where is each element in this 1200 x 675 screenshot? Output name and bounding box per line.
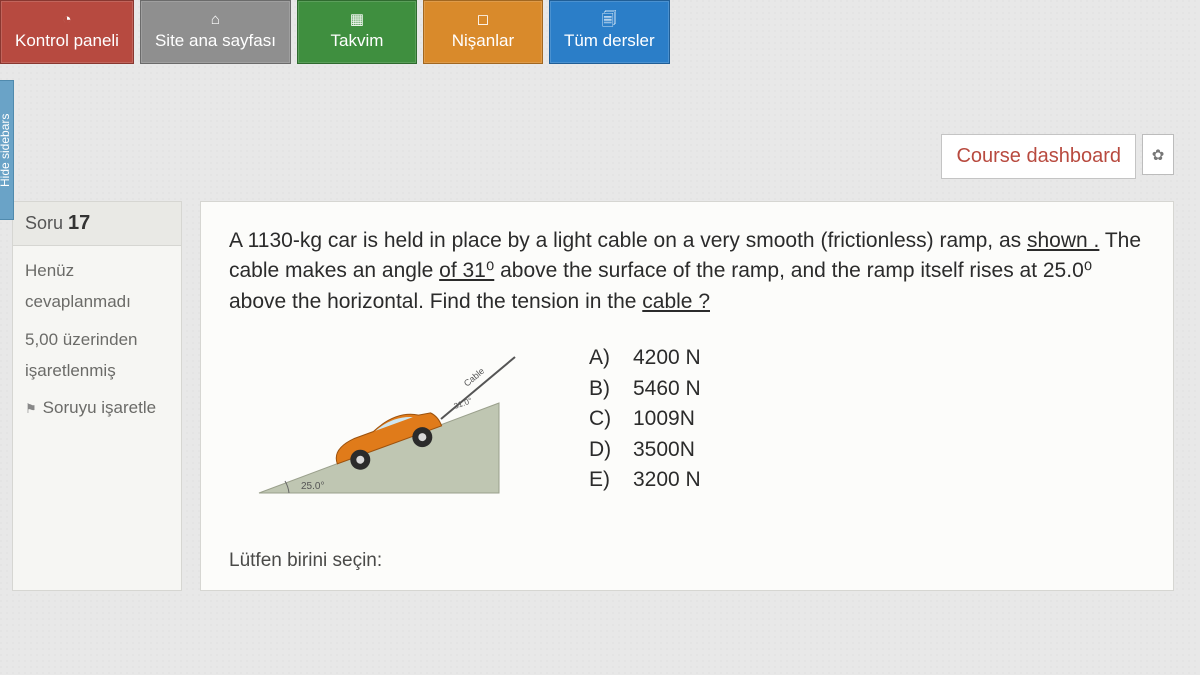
flag-question-link[interactable]: Soruyu işaretle (13, 392, 181, 432)
status-line-1: Henüz (25, 256, 169, 287)
option-d-val: 3500N (633, 435, 695, 465)
ramp-angle-label: 25.0° (301, 481, 324, 492)
question-label: Soru (25, 213, 63, 233)
hide-sidebars-tab[interactable]: Hide sidebars (0, 80, 14, 220)
qtext-cable: cable ? (642, 290, 710, 313)
top-nav: ◔ Kontrol paneli ⌂ Site ana sayfası ▦ Takvi… (0, 0, 1200, 64)
option-b[interactable]: B) 5460 N (589, 374, 701, 404)
nav-label: Kontrol paneli (15, 31, 119, 51)
ramp-diagram: 25.0° C (229, 343, 529, 503)
nav-home[interactable]: ⌂ Site ana sayfası (140, 0, 291, 64)
option-d[interactable]: D) 3500N (589, 435, 701, 465)
option-a-val: 4200 N (633, 343, 701, 373)
nav-dashboard[interactable]: ◔ Kontrol paneli (0, 0, 134, 64)
nav-calendar[interactable]: ▦ Takvim (297, 0, 417, 64)
nav-label: Nişanlar (452, 31, 514, 51)
nav-label: Site ana sayfası (155, 31, 276, 51)
course-dashboard-label: Course dashboard (956, 145, 1121, 168)
option-e-key: E) (589, 465, 615, 495)
nav-icon: ◻ (477, 11, 489, 29)
nav-all-courses[interactable]: 🗐 Tüm dersler (549, 0, 670, 64)
cable-angle-label: 31.0° (453, 396, 474, 411)
option-b-val: 5460 N (633, 374, 701, 404)
option-c-key: C) (589, 404, 615, 434)
status-line-2: cevaplanmadı (25, 287, 169, 318)
marks-line-1: 5,00 üzerinden (25, 325, 169, 356)
qtext-of31: of 31⁰ (439, 259, 494, 282)
option-c[interactable]: C) 1009N (589, 404, 701, 434)
option-e-val: 3200 N (633, 465, 701, 495)
question-number-value: 17 (68, 212, 90, 234)
qtext-part1: A 1130-kg car is held in place by a ligh… (229, 229, 1027, 252)
nav-icon: 🗐 (602, 11, 617, 29)
option-a-key: A) (589, 343, 615, 373)
qtext-shown: shown . (1027, 229, 1099, 252)
course-dashboard-button[interactable]: Course dashboard (941, 134, 1136, 179)
option-b-key: B) (589, 374, 615, 404)
nav-icon: ⌂ (211, 11, 220, 29)
nav-icon: ◔ (62, 11, 71, 29)
nav-label: Tüm dersler (564, 31, 655, 51)
question-body: A 1130-kg car is held in place by a ligh… (200, 201, 1174, 591)
select-one-prompt: Lütfen birini seçin: (229, 550, 382, 572)
nav-label: Takvim (330, 31, 383, 51)
question-meta: Henüz cevaplanmadı 5,00 üzerinden işaret… (13, 246, 181, 392)
gear-icon[interactable]: ✿ (1142, 134, 1174, 175)
answer-options: A) 4200 N B) 5460 N C) 1009N D) 3500N E) (589, 343, 701, 495)
nav-badges[interactable]: ◻ Nişanlar (423, 0, 543, 64)
option-d-key: D) (589, 435, 615, 465)
question-info-panel: Soru 17 Henüz cevaplanmadı 5,00 üzerinde… (12, 201, 182, 591)
marks-line-2: işaretlenmiş (25, 356, 169, 387)
option-a[interactable]: A) 4200 N (589, 343, 701, 373)
question-number: Soru 17 (13, 202, 181, 246)
question-text: A 1130-kg car is held in place by a ligh… (229, 226, 1145, 317)
nav-icon: ▦ (350, 11, 364, 29)
option-e[interactable]: E) 3200 N (589, 465, 701, 495)
option-c-val: 1009N (633, 404, 695, 434)
